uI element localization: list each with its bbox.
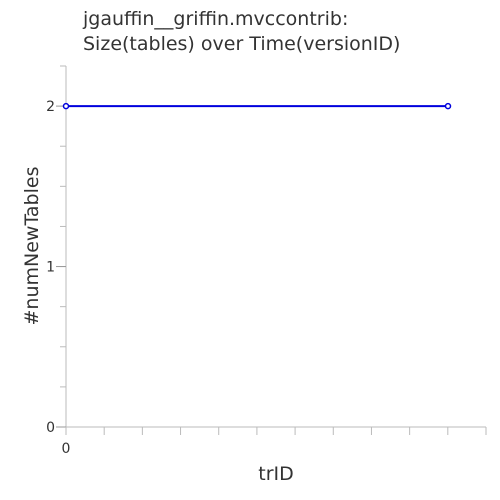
data-point (62, 102, 70, 110)
x-tick-label: 0 (62, 441, 71, 457)
y-tick-label: 1 (46, 260, 55, 276)
data-point (444, 102, 452, 110)
chart-title-line: jgauffin__griffin.mvccontrib: (82, 8, 348, 30)
y-tick-label: 2 (46, 99, 55, 115)
chart-ticks: 0 1 2 0 (46, 65, 487, 457)
chart-series (62, 102, 452, 110)
chart-title-line: Size(tables) over Time(versionID) (83, 33, 400, 55)
chart-title: jgauffin__griffin.mvccontrib: Size(tables… (82, 8, 400, 55)
chart-axes (65, 66, 486, 428)
x-axis-label: trID (258, 463, 294, 485)
y-axis-label: #numNewTables (21, 167, 43, 326)
y-tick-label: 0 (46, 420, 55, 436)
